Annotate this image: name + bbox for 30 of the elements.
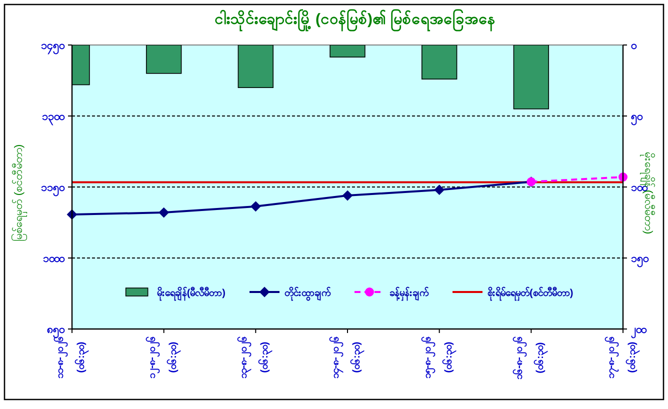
bar xyxy=(330,45,366,58)
point xyxy=(342,190,352,201)
y2-tick-label: ၁၅၀ xyxy=(631,253,649,268)
x-tick-label: ၁၅-၈-၂၀၂၆ (၀၆:၃၀) xyxy=(420,336,458,379)
point xyxy=(158,208,169,218)
x-tick-label: ၁၆-၈-၂၀၂၆ (၀၆:၃၀) xyxy=(512,336,550,380)
x-tick-label: ၁၃-၈-၂၀၂၆ (၀၆:၃၀) xyxy=(236,336,274,379)
y-axis-title: မြစ်ရေမှတ် (စင်တီမီတာ) xyxy=(11,144,27,242)
x-tick-label: ၁၂-၈-၂၀၂၆ (၀၆:၃၀) xyxy=(144,336,182,379)
y-tick-label: ၁၀၀၀ xyxy=(43,253,65,265)
legend-label: ခန့်မှန်းချက် xyxy=(390,286,428,302)
bar xyxy=(146,45,182,74)
y-tick-label: ၁၁၅၀ xyxy=(41,182,65,197)
point xyxy=(434,184,444,195)
legend-label: စိုးရိမ်ရေမှတ်(စင်တီမီတာ) xyxy=(488,286,574,302)
x-tick-label: ၁၁-၈-၂၀၂၆ (၀၆:၃၀) xyxy=(53,336,90,379)
bar xyxy=(513,45,550,110)
legend-label: မိုးရေချိန်(မီလီမီတာ) xyxy=(156,286,226,302)
point xyxy=(250,201,261,212)
y-tick-label: ၁၄၅၀ xyxy=(41,40,65,55)
y2-tick-label: ၂၀၀ xyxy=(631,324,647,339)
y2-tick-label: ၀ xyxy=(631,40,637,52)
legend-label: တိုင်းထွာချက် xyxy=(284,286,330,302)
bar xyxy=(238,45,274,88)
y-tick-label: ၁၃၀၀ xyxy=(42,111,65,126)
chart-title: ငါးသိုင်းချောင်းမြို့ (ငဝန်မြစ်)၏ မြစ်ရေအခြေအနေ xyxy=(214,8,496,32)
y-tick-label: ၈၅၀ xyxy=(47,324,65,339)
x-tick-label: ၁၄-၈-၂၀၂၆ (၀၆:၃၀) xyxy=(328,336,366,379)
bar xyxy=(421,45,458,80)
y2-tick-label: ၅၀ xyxy=(631,111,643,126)
